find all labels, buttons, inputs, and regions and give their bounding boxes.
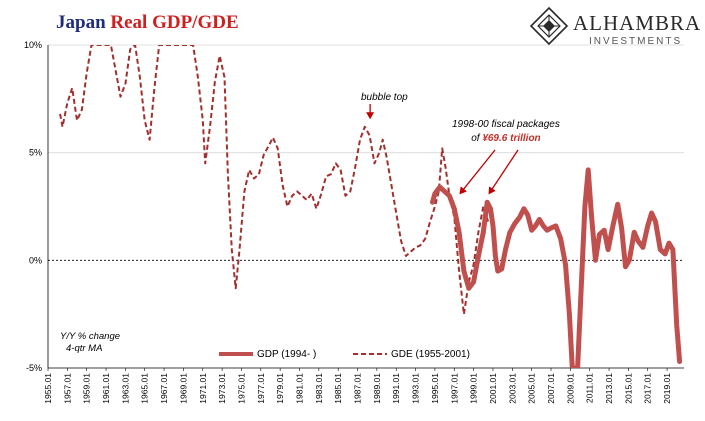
x-tick-label: 1975.01	[236, 373, 246, 404]
chart-series	[59, 45, 683, 368]
x-tick-label: 1955.01	[43, 373, 53, 404]
y-axis-note-line2: 4-qtr MA	[66, 343, 103, 354]
x-tick-label: 2019.01	[662, 373, 672, 404]
x-tick-label: 1959.01	[82, 373, 92, 404]
logo-subtitle: INVESTMENTS	[589, 36, 683, 47]
x-tick-label: 1999.01	[469, 373, 479, 404]
x-tick-label: 2011.01	[585, 373, 595, 403]
x-tick-label: 1987.01	[353, 373, 363, 404]
y-tick-label: 0%	[29, 255, 42, 265]
x-tick-label: 1977.01	[256, 373, 266, 404]
x-tick-label: 2017.01	[643, 373, 653, 404]
x-tick-label: 1961.01	[101, 373, 111, 404]
x-tick-label: 1993.01	[411, 373, 421, 404]
series-line-gdp	[430, 167, 683, 368]
annotation-fiscal-packages: 1998-00 fiscal packages of ¥69.6 trillio…	[452, 118, 560, 146]
x-tick-label: 1989.01	[372, 373, 382, 404]
legend-swatch-solid	[219, 352, 253, 357]
x-tick-label: 1969.01	[178, 373, 188, 404]
y-axis-note: Y/Y % change 4-qtr MA	[60, 331, 120, 355]
y-tick-labels: 10% 5% 0% -5%	[24, 40, 42, 373]
annotation-arrow	[459, 149, 496, 195]
alhambra-logo: ALHAMBRA INVESTMENTS	[529, 6, 702, 50]
x-tick-label: 1965.01	[140, 373, 150, 404]
legend-item-gde: GDE (1955-2001)	[353, 349, 470, 360]
annotation-fiscal-prefix: of	[471, 133, 483, 144]
legend-label-gde: GDE (1955-2001)	[391, 349, 470, 360]
x-tick-label: 1997.01	[449, 373, 459, 404]
annotation-bubble-top: bubble top	[361, 92, 408, 103]
diamond-logo-icon	[529, 6, 569, 46]
x-tick-label: 2015.01	[623, 373, 633, 404]
y-axis-note-line1: Y/Y % change	[60, 331, 121, 342]
x-tick-label: 2013.01	[604, 373, 614, 404]
title-part-real-gdp-gde: Real GDP/GDE	[110, 12, 239, 33]
logo-name: ALHAMBRA	[573, 11, 702, 35]
chart-grid	[48, 44, 684, 261]
y-tick-label: 10%	[24, 40, 42, 50]
x-tick-label: 1981.01	[294, 373, 304, 404]
x-tick-label: 1971.01	[198, 373, 208, 404]
chart-title: Japan Real GDP/GDE	[56, 12, 239, 34]
x-tick-label: 2009.01	[565, 373, 575, 404]
y-tick-label: -5%	[26, 363, 42, 373]
x-tick-label: 1991.01	[391, 373, 401, 404]
annotation-fiscal-amount: ¥69.6 trillion	[482, 133, 541, 144]
annotation-arrows	[366, 104, 519, 195]
title-part-japan: Japan	[56, 12, 106, 33]
x-tick-label: 1957.01	[62, 373, 72, 404]
x-tick-label: 2001.01	[488, 373, 498, 404]
x-tick-label: 1985.01	[333, 373, 343, 404]
annotation-arrow	[488, 149, 519, 195]
x-tick-label: 2007.01	[546, 373, 556, 404]
x-tick-label: 1963.01	[120, 373, 130, 404]
legend-label-gdp: GDP (1994- )	[257, 349, 317, 360]
x-tick-label: 2003.01	[507, 373, 517, 404]
y-tick-label: 5%	[29, 148, 42, 158]
legend-item-gdp: GDP (1994- )	[219, 349, 316, 360]
x-tick-label: 1983.01	[314, 373, 324, 404]
legend-swatch-dashed	[353, 353, 387, 356]
x-tick-label: 1979.01	[275, 373, 285, 404]
x-tick-label: 2005.01	[527, 373, 537, 404]
x-tick-label: 1967.01	[159, 373, 169, 404]
annotation-fiscal-line1: 1998-00 fiscal packages	[452, 119, 560, 130]
x-tick-label: 1973.01	[217, 373, 227, 404]
x-tick-label: 1995.01	[430, 373, 440, 404]
x-tick-labels: 1955.01 1957.01 1959.01 1961.01 1963.01 1965.…	[43, 373, 672, 404]
series-line-gde	[59, 45, 490, 316]
